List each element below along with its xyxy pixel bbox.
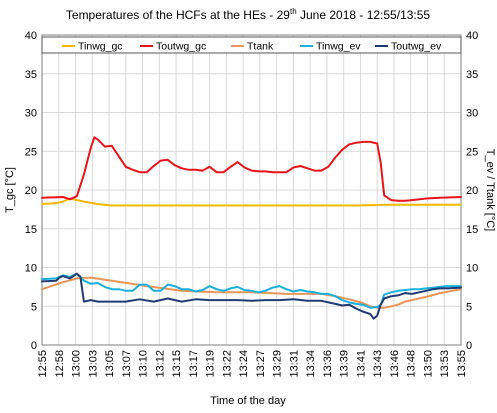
x-tick-label: 13:46	[389, 350, 401, 378]
x-tick-label: 13:50	[422, 350, 434, 378]
x-tick-label: 13:17	[188, 350, 200, 378]
legend-box	[41, 36, 462, 54]
y-left-tick-label: 0	[31, 340, 37, 352]
x-tick-label: 13:24	[238, 350, 250, 378]
gridlines	[41, 34, 462, 346]
x-tick-label: 13:15	[171, 350, 183, 378]
x-tick-label: 12:58	[54, 350, 66, 378]
series-line-toutwg-ev	[41, 272, 462, 320]
x-tick-label: 13:07	[121, 350, 133, 378]
x-tick-label: 13:22	[221, 350, 233, 378]
y-right-tick-label: 15	[466, 224, 478, 236]
y-right-tick-label: 5	[466, 301, 472, 313]
x-tick-label: 13:39	[339, 350, 351, 378]
series-line-toutwg-gc	[41, 136, 462, 202]
x-tick-label: 13:10	[138, 350, 150, 378]
x-tick-label: 13:03	[87, 350, 99, 378]
x-tick-label: 13:53	[439, 350, 451, 378]
series-line-tinwg-gc	[41, 197, 462, 207]
x-tick-label: 13:34	[305, 350, 317, 378]
y-right-tick-label: 20	[466, 185, 478, 197]
series-line-tinwg-ev	[41, 272, 462, 309]
series-lines	[41, 136, 462, 320]
y-right-tick-label: 40	[466, 30, 478, 42]
x-tick-label: 13:29	[272, 350, 284, 378]
legend: Tinwg_gc Toutwg_gc Ttank Tinwg_ev Toutwg_ev	[41, 36, 462, 54]
left-y-axis-ticks: 0 5 10 15 20 25 30 35 40	[25, 30, 37, 352]
y-right-tick-label: 25	[466, 146, 478, 158]
x-tick-label: 12:55	[37, 350, 49, 378]
legend-label-toutwg-gc: Toutwg_gc	[156, 41, 206, 53]
x-tick-label: 13:05	[104, 350, 116, 378]
x-tick-label: 13:41	[355, 350, 367, 378]
x-tick-label: 13:36	[322, 350, 334, 378]
legend-label-tinwg-ev: Tinwg_ev	[316, 41, 361, 53]
y-left-tick-label: 35	[25, 69, 37, 81]
x-tick-label: 13:19	[205, 350, 217, 378]
x-tick-label: 13:48	[406, 350, 418, 378]
legend-label-ttank: Ttank	[247, 41, 274, 53]
x-tick-label: 13:12	[154, 350, 166, 378]
y-left-tick-label: 40	[25, 30, 37, 42]
legend-label-toutwg-ev: Toutwg_ev	[391, 41, 442, 53]
plot-frame	[41, 34, 462, 346]
y-axis-right-title: T_ev / Ttank [°C]	[484, 149, 496, 231]
y-right-tick-label: 35	[466, 69, 478, 81]
x-tick-label: 13:00	[71, 350, 83, 378]
y-left-tick-label: 5	[31, 301, 37, 313]
y-right-tick-label: 30	[466, 108, 478, 120]
series-line-ttank	[41, 276, 462, 309]
y-axis-left-title: T_gc [°C]	[4, 167, 16, 213]
x-tick-label: 13:27	[255, 350, 267, 378]
plot-border	[41, 34, 462, 346]
x-tick-label: 13:31	[288, 350, 300, 378]
y-left-tick-label: 10	[25, 263, 37, 275]
x-axis-ticks: 12:55 12:58 13:00 13:03 13:05 13:07 13:10 13:12…	[37, 350, 468, 378]
x-tick-label: 13:43	[372, 350, 384, 378]
y-left-tick-label: 20	[25, 185, 37, 197]
y-left-tick-label: 25	[25, 146, 37, 158]
x-axis-title: Time of the day	[210, 395, 286, 407]
x-tick-label: 13:55	[456, 350, 468, 378]
y-left-tick-label: 30	[25, 108, 37, 120]
legend-label-tinwg-gc: Tinwg_gc	[78, 41, 123, 53]
y-left-tick-label: 15	[25, 224, 37, 236]
right-y-axis-ticks: 0 5 10 15 20 25 30 35 40	[466, 30, 478, 352]
y-right-tick-label: 0	[466, 340, 472, 352]
y-right-tick-label: 10	[466, 263, 478, 275]
chart-title: Temperatures of the HCFs at the HEs - 29…	[66, 7, 431, 22]
